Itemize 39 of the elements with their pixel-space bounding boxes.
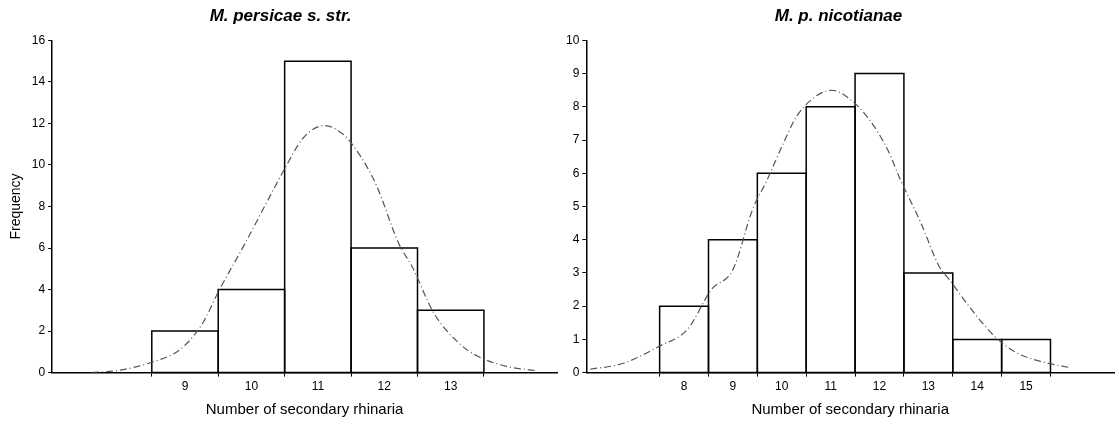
line-series xyxy=(589,89,1071,370)
y-tick-label: 8 xyxy=(38,198,46,213)
y-tick-label: 0 xyxy=(572,364,580,379)
y-tick-label: 4 xyxy=(572,232,580,247)
y-tick-label: 6 xyxy=(572,165,580,180)
y-tick-label: 0 xyxy=(38,364,46,379)
x-tick-label: 11 xyxy=(824,379,838,394)
y-tick-label: 9 xyxy=(572,65,580,80)
chart-title: M. p. nicotianae xyxy=(774,5,903,25)
y-tick-label: 2 xyxy=(572,298,580,313)
y-tick-label: 2 xyxy=(38,323,46,338)
x-tick-label: 14 xyxy=(970,379,985,394)
x-tick-label: 13 xyxy=(921,379,936,394)
y-tick-label: 1 xyxy=(572,331,580,346)
y-tick-label: 5 xyxy=(572,198,580,213)
x-axis-title: Number of secondary rhinaria xyxy=(205,400,405,418)
x-tick-label: 13 xyxy=(444,379,458,394)
x-tick-label: 12 xyxy=(377,379,392,394)
x-tick-label: 8 xyxy=(680,379,688,394)
y-tick-label: 12 xyxy=(31,115,46,130)
y-tick-label: 7 xyxy=(572,132,580,147)
chart-title: M. persicae s. str. xyxy=(209,5,352,25)
y-tick-label: 3 xyxy=(572,265,580,280)
y-tick-label: 6 xyxy=(38,240,46,255)
x-tick-label: 9 xyxy=(181,379,189,394)
x-axis-title: Number of secondary rhinaria xyxy=(751,400,950,418)
x-tick-label: 10 xyxy=(244,379,259,394)
y-tick-label: 10 xyxy=(31,157,46,172)
x-tick-label: 12 xyxy=(872,379,887,394)
x-tick-label: 15 xyxy=(1019,379,1034,394)
x-tick-label: 9 xyxy=(729,379,737,394)
y-tick-label: 16 xyxy=(31,32,46,47)
x-tick-label: 10 xyxy=(775,379,789,394)
y-tick-label: 14 xyxy=(31,74,46,89)
y-tick-label: 10 xyxy=(565,32,580,47)
y-tick-label: 8 xyxy=(572,99,580,114)
y-tick-label: 4 xyxy=(38,281,46,296)
y-axis-title: Frequency xyxy=(7,173,24,240)
x-tick-label: 11 xyxy=(311,379,325,394)
